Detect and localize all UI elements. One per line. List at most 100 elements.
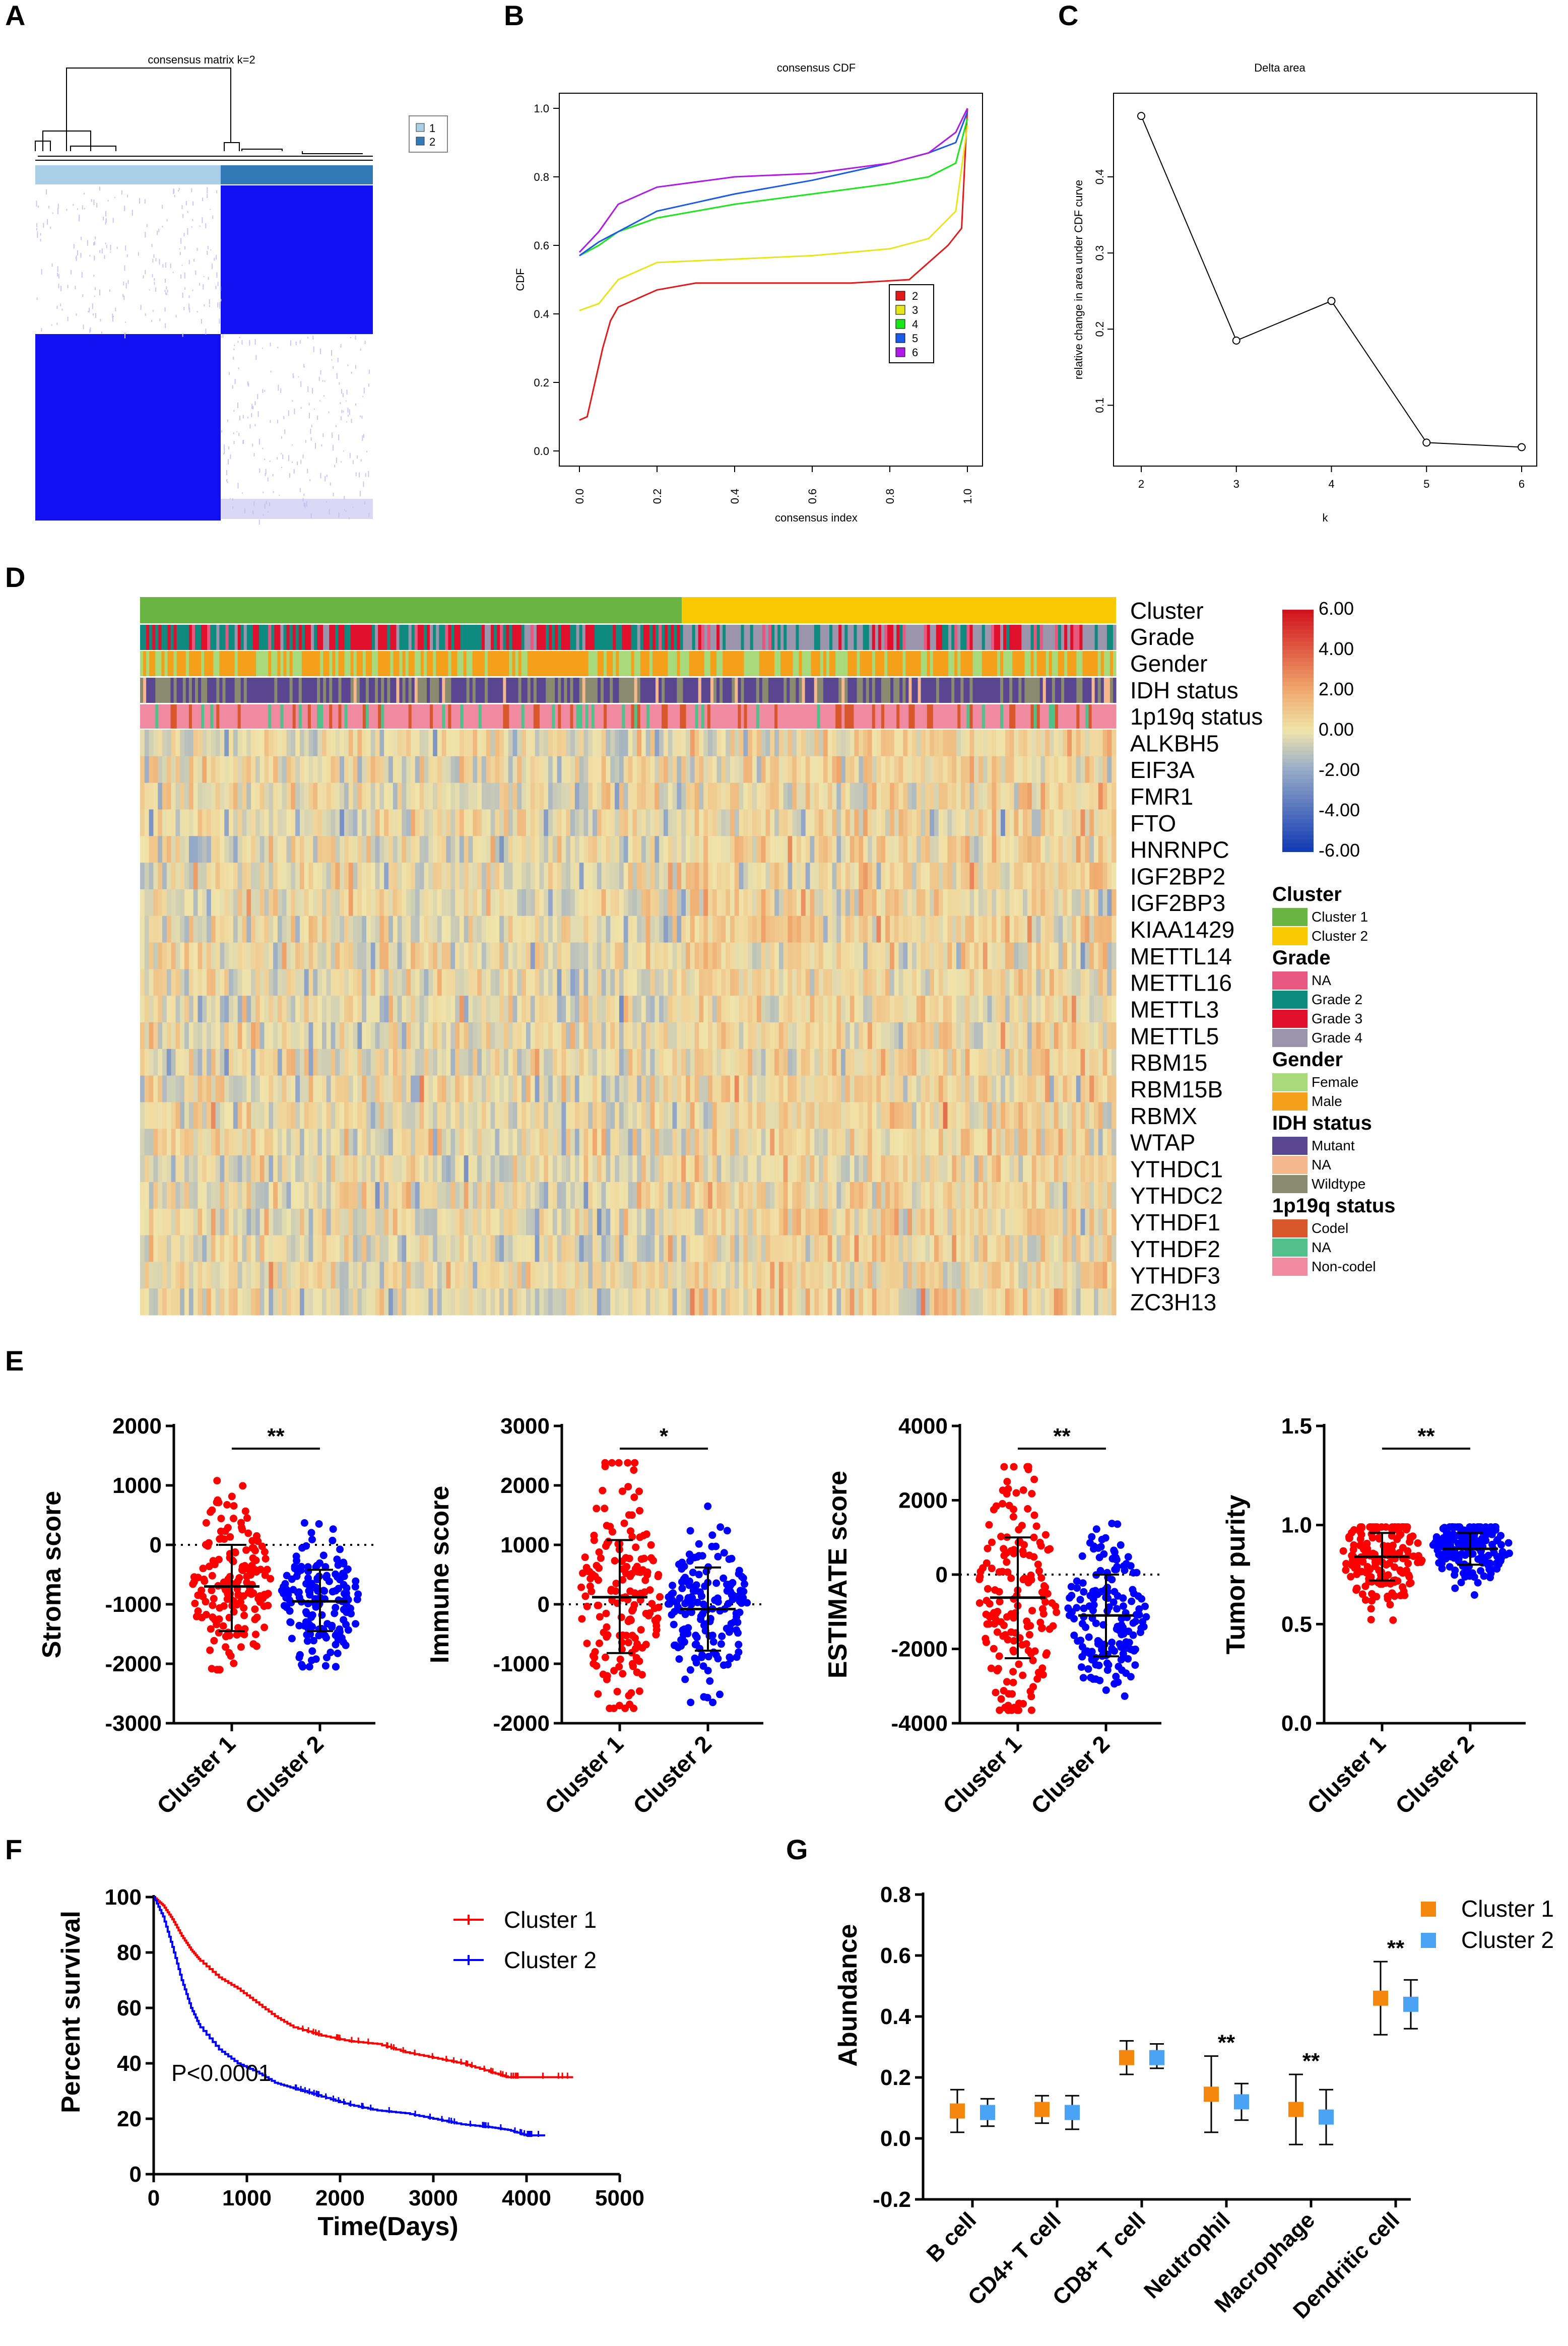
heat-cell: [1005, 863, 1010, 890]
anno-gender-cell: [1097, 651, 1101, 676]
heat-cell: [752, 809, 757, 836]
heat-cell: [1076, 863, 1081, 890]
heat-cell: [983, 1049, 988, 1076]
anno-1p19q-cell: [320, 704, 323, 729]
heat-cell: [481, 1022, 487, 1050]
heat-cell: [739, 836, 744, 863]
heat-cell: [1112, 889, 1117, 917]
anno-grade-cell: [460, 625, 464, 650]
heat-cell: [597, 756, 602, 784]
anno-grade-cell: [164, 625, 168, 650]
heat-cell: [224, 783, 229, 810]
anno-idh-cell: [811, 678, 815, 703]
heat-cell: [1049, 1022, 1055, 1050]
anno-idh-cell: [762, 678, 766, 703]
heat-cell: [965, 1075, 970, 1102]
heat-cell: [291, 863, 296, 890]
matrix-speck: [344, 496, 345, 500]
heat-cell: [788, 1022, 793, 1050]
heat-cell: [1001, 730, 1006, 757]
anno-grade-cell: [1039, 625, 1043, 650]
heat-cell: [473, 916, 478, 943]
anno-grade-cell: [594, 625, 598, 650]
heat-cell: [668, 809, 673, 836]
matrix-speck: [333, 493, 334, 496]
heat-cell: [375, 942, 380, 969]
heat-cell: [699, 942, 704, 969]
legend-swatch-1: [416, 123, 425, 132]
anno-1p19q-cell: [268, 704, 272, 729]
heat-cell: [286, 942, 291, 969]
heat-cell: [934, 1022, 939, 1050]
anno-idh-cell: [860, 678, 864, 703]
matrix-speck: [124, 332, 125, 339]
heat-cell: [1098, 756, 1103, 784]
anno-gender-cell: [1106, 651, 1110, 676]
anno-grade-cell: [1058, 625, 1062, 650]
matrix-speck: [221, 430, 223, 433]
anno-grade-cell: [783, 625, 787, 650]
heat-cell: [960, 863, 966, 890]
heat-cell: [726, 942, 731, 969]
heat-cell: [428, 783, 433, 810]
anno-grade-cell: [869, 625, 873, 650]
anno-gender-cell: [271, 651, 275, 676]
heat-cell: [637, 969, 642, 996]
anno-gender-cell: [869, 651, 873, 676]
heat-cell: [681, 863, 686, 890]
matrix-speck: [278, 384, 279, 391]
anno-1p19q-cell: [152, 704, 156, 729]
heat-cell: [521, 889, 527, 917]
heat-cell: [952, 756, 957, 784]
heat-cell: [943, 809, 948, 836]
heat-cell: [255, 863, 260, 890]
heat-cell: [171, 1075, 176, 1102]
anno-idh-cell: [1091, 678, 1095, 703]
matrix-speck: [43, 223, 44, 228]
heat-cell: [437, 863, 442, 890]
anno-idh-cell: [475, 678, 479, 703]
heat-cell: [610, 756, 615, 784]
anno-idh-cell: [588, 678, 592, 703]
heat-cell: [810, 1022, 815, 1050]
heat-cell: [357, 996, 362, 1023]
heat-cell: [1040, 1022, 1046, 1050]
anno-grade-cell: [866, 625, 870, 650]
heat-cell: [473, 889, 478, 917]
heat-cell: [464, 889, 469, 917]
anno-gender-cell: [826, 651, 830, 676]
anno-1p19q-cell: [991, 704, 995, 729]
heat-cell: [473, 969, 478, 996]
heat-cell: [1071, 1022, 1077, 1050]
matrix-speck: [103, 216, 104, 221]
heat-cell: [393, 1049, 398, 1076]
heat-cell: [823, 783, 828, 810]
heat-cell: [921, 1075, 926, 1102]
matrix-speck: [87, 240, 88, 246]
heat-cell: [770, 730, 775, 757]
heat-cell: [441, 1102, 447, 1129]
anno-gender-cell: [527, 651, 531, 676]
heat-cell: [415, 809, 420, 836]
cdf-ytick-label: 0.8: [534, 171, 549, 183]
heat-cell: [619, 889, 624, 917]
heat-cell: [242, 1102, 247, 1129]
anno-1p19q-cell: [796, 704, 800, 729]
anno-1p19q-cell: [488, 704, 491, 729]
heat-cell: [854, 783, 859, 810]
anno-1p19q-cell: [720, 704, 723, 729]
heat-cell: [503, 1075, 509, 1102]
anno-gender-cell: [872, 651, 876, 676]
matrix-speck: [300, 381, 302, 387]
anno-grade-cell: [597, 625, 601, 650]
anno-1p19q-cell: [1106, 704, 1110, 729]
heat-cell: [593, 916, 598, 943]
anno-idh-cell: [408, 678, 412, 703]
heat-cell: [699, 756, 704, 784]
matrix-speck: [277, 457, 278, 460]
anno-grade-cell: [463, 625, 467, 650]
heat-cell: [220, 996, 225, 1023]
heat-cell: [282, 1075, 287, 1102]
anno-gender-cell: [408, 651, 412, 676]
heat-cell: [938, 783, 944, 810]
